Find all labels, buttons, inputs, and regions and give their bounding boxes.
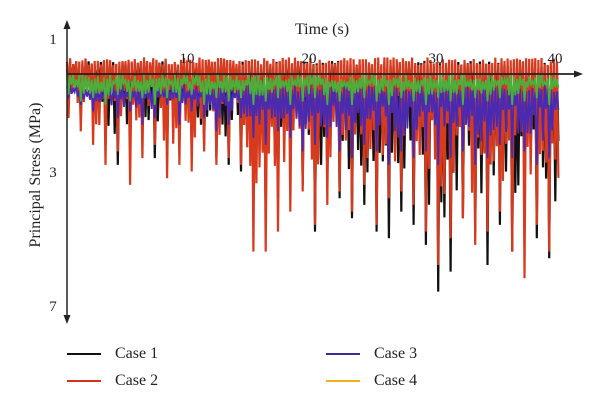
legend-item-case-1: Case 1 — [67, 345, 158, 363]
y-tick-label: 7 — [49, 299, 57, 315]
legend-swatch — [67, 380, 101, 382]
x-tick-label: 40 — [548, 51, 563, 67]
y-axis-arrow-top — [63, 20, 71, 29]
y-axis-title: Principal Stress (MPa) — [27, 103, 44, 248]
y-tick-label: 1 — [49, 32, 57, 48]
legend-label: Case 2 — [115, 372, 159, 389]
x-tick-label: 10 — [180, 51, 195, 67]
legend-label: Case 4 — [374, 372, 418, 389]
x-axis-arrow — [574, 70, 583, 78]
legend-swatch — [67, 353, 101, 355]
x-tick-label: 20 — [302, 51, 317, 67]
series-layer — [65, 57, 560, 292]
ticks: 10 20 30 40 1 3 7 — [49, 32, 562, 315]
y-tick-label: 3 — [49, 165, 57, 181]
x-tick-label: 30 — [429, 51, 444, 67]
y-axis-arrow-bottom — [63, 315, 71, 324]
series-line-case-3 — [66, 84, 560, 165]
series-line-case-4 — [66, 73, 560, 105]
legend-item-case-4: Case 4 — [326, 372, 417, 390]
legend-swatch — [326, 380, 360, 382]
legend-item-case-2: Case 2 — [67, 372, 158, 390]
legend-swatch — [326, 353, 360, 355]
x-axis-title: Time (s) — [295, 21, 349, 38]
legend-label: Case 1 — [115, 345, 159, 362]
axes — [63, 20, 583, 324]
legend-label: Case 3 — [374, 345, 418, 362]
legend-item-case-3: Case 3 — [326, 345, 417, 363]
